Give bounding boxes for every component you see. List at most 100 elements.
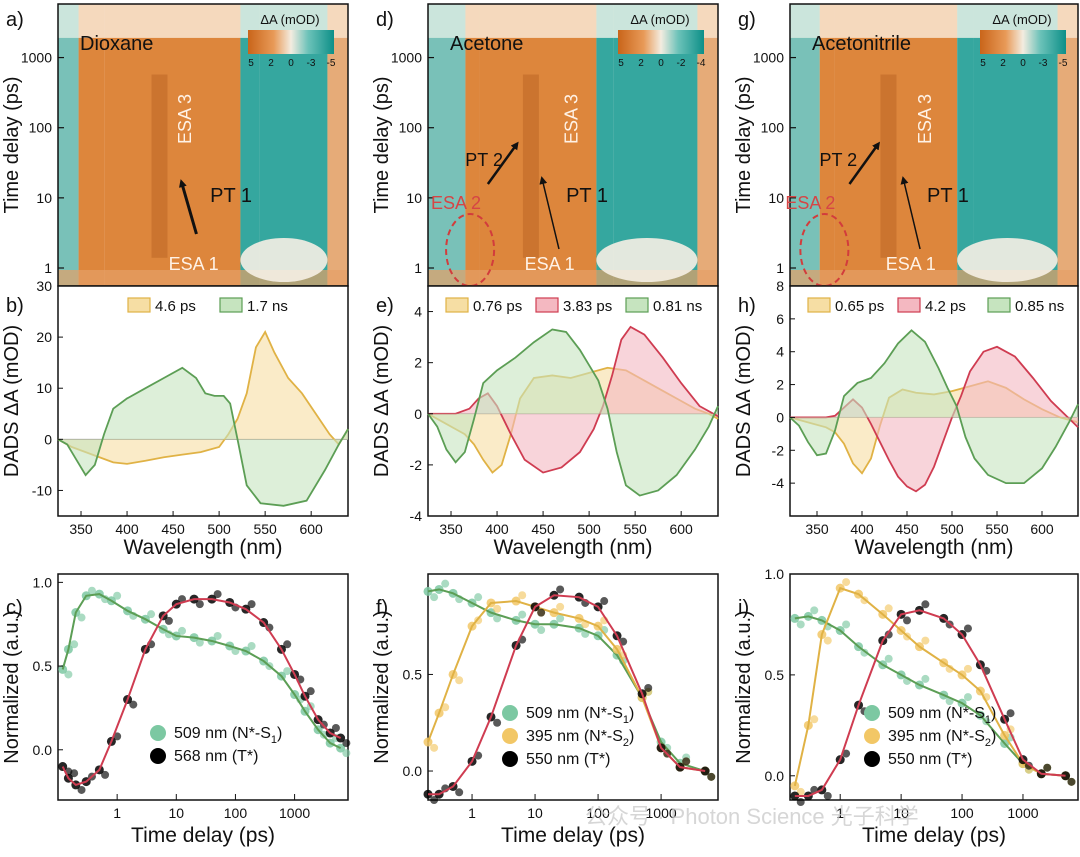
legend-label: 550 nm (T*) — [526, 751, 610, 768]
fit-line — [61, 593, 342, 750]
positive-esa-band — [834, 37, 958, 287]
legend-marker — [502, 751, 518, 767]
pt2-arrow — [486, 141, 519, 185]
data-point — [810, 715, 819, 724]
legend-label-sub: 2 — [985, 737, 991, 749]
colorbar — [618, 30, 704, 54]
x-tick-label: 400 — [850, 521, 874, 537]
data-point — [87, 586, 96, 595]
x-tick-label: 1000 — [279, 805, 310, 821]
legend-label: 3.83 ps — [563, 298, 612, 315]
y-tick-label: 100 — [29, 120, 53, 136]
x-tick-label: 500 — [940, 521, 964, 537]
y-tick-label: 0.5 — [765, 667, 785, 683]
band-fade — [834, 4, 958, 38]
band-fade — [957, 4, 974, 38]
data-point — [493, 614, 502, 623]
data-point — [178, 626, 187, 635]
data-point — [70, 769, 79, 778]
data-point — [430, 743, 439, 752]
panel-label: c) — [6, 597, 23, 619]
y-tick-label: 0 — [44, 431, 52, 447]
legend-label: 0.81 ns — [653, 298, 702, 315]
band-fade — [479, 4, 597, 38]
watermark: 公众号 · Photon Science 光子科学 — [585, 804, 919, 829]
x-tick-label: 350 — [439, 521, 463, 537]
data-point — [921, 636, 930, 645]
y-tick-label: 0.0 — [33, 742, 53, 758]
y-tick-label: 100 — [399, 120, 423, 136]
panel-label: g) — [738, 9, 756, 31]
data-point — [682, 757, 691, 766]
legend-label: 0.85 ns — [1015, 298, 1064, 315]
y-axis-label: Time delay (ps) — [371, 76, 393, 213]
positive-esa-band — [104, 37, 241, 287]
y-tick-label: 0.5 — [33, 658, 53, 674]
legend-label: 568 nm (T*) — [174, 748, 258, 765]
panel-label: d) — [376, 9, 394, 31]
band-fade — [819, 4, 835, 38]
dads-panel-b: 4.6 ps 1.7 ns 350 400 450 500 550 600 -10 0 10 20 30… — [1, 278, 349, 559]
y-tick-label: 4 — [776, 344, 784, 360]
y-tick-label: 20 — [36, 329, 52, 345]
legend-label-main: 550 nm (T*) — [526, 751, 610, 768]
negative-gsb-band — [240, 37, 260, 287]
data-point — [518, 591, 527, 600]
x-tick-label: 10 — [527, 805, 543, 821]
annotation-pt-1: PT 1 — [210, 185, 252, 207]
data-point — [796, 620, 805, 629]
colorbar-tick-label: 2 — [638, 58, 644, 69]
band-fade — [790, 4, 820, 38]
y-tick-label: 2 — [414, 355, 422, 371]
x-tick-label: 550 — [985, 521, 1009, 537]
kinetics-panel-c: 509 nm (N*-S1)568 nm (T*)1 10 100 10000.00.… — [1, 573, 351, 847]
data-point — [963, 624, 972, 633]
dads-panel-e: 0.76 ps 3.83 ps 0.81 ns 350 400 450 500 550 600 -… — [371, 285, 719, 559]
colorbar-tick-label: -3 — [307, 58, 316, 69]
legend-label-tail: ) — [629, 705, 634, 722]
colorbar-title: ΔA (mOD) — [260, 12, 319, 27]
negative-gsb-band — [596, 37, 614, 287]
y-tick-label: 10 — [406, 190, 422, 206]
colorbar-tick-label: -5 — [1059, 58, 1068, 69]
legend-label: 509 nm (N*-S1) — [174, 725, 282, 746]
legend-label-tail: ) — [991, 728, 996, 745]
heatmap-panel-acetone: 1 10 100 1000 d) Time delay (ps) Acetone ΔA (mO… — [371, 3, 719, 287]
band-fade — [428, 4, 466, 38]
legend-marker — [864, 705, 880, 721]
data-point — [430, 593, 439, 602]
x-tick-label: 550 — [253, 521, 277, 537]
legend-label: 4.2 ps — [925, 298, 966, 315]
panel-label: a) — [6, 9, 24, 31]
legend-swatch — [987, 297, 1011, 313]
panel-label: i) — [738, 597, 749, 619]
data-point — [101, 770, 110, 779]
solvent-title: Acetonitrile — [812, 33, 911, 55]
legend-swatch — [219, 297, 243, 313]
panel-label: f) — [376, 597, 388, 619]
esa-ridge — [151, 74, 168, 258]
data-point — [1006, 709, 1015, 718]
data-point — [556, 585, 565, 594]
y-tick-label: 4 — [414, 304, 422, 320]
colorbar-tick-label: -4 — [697, 58, 706, 69]
y-axis-label: Normalized (a.u.) — [371, 610, 393, 763]
x-tick-label: 600 — [1030, 521, 1054, 537]
colorbar-tick-label: -2 — [677, 58, 686, 69]
annotation-pt-2: PT 2 — [465, 150, 503, 170]
legend-label-tail: ) — [991, 705, 996, 722]
x-tick-label: 350 — [69, 521, 93, 537]
data-point — [842, 749, 851, 758]
data-point — [823, 791, 832, 800]
data-point — [537, 626, 546, 635]
esa2-dashed-circle — [799, 213, 850, 287]
data-point — [903, 616, 912, 625]
y-tick-label: 0.5 — [403, 666, 423, 682]
y-axis-label: Time delay (ps) — [1, 76, 23, 213]
band-fade — [697, 4, 718, 38]
legend-label-sub: 1 — [271, 734, 277, 746]
y-tick-label: 2 — [776, 377, 784, 393]
dads-area-4.6ps — [58, 332, 348, 464]
colorbar-tick-label: 2 — [268, 58, 274, 69]
